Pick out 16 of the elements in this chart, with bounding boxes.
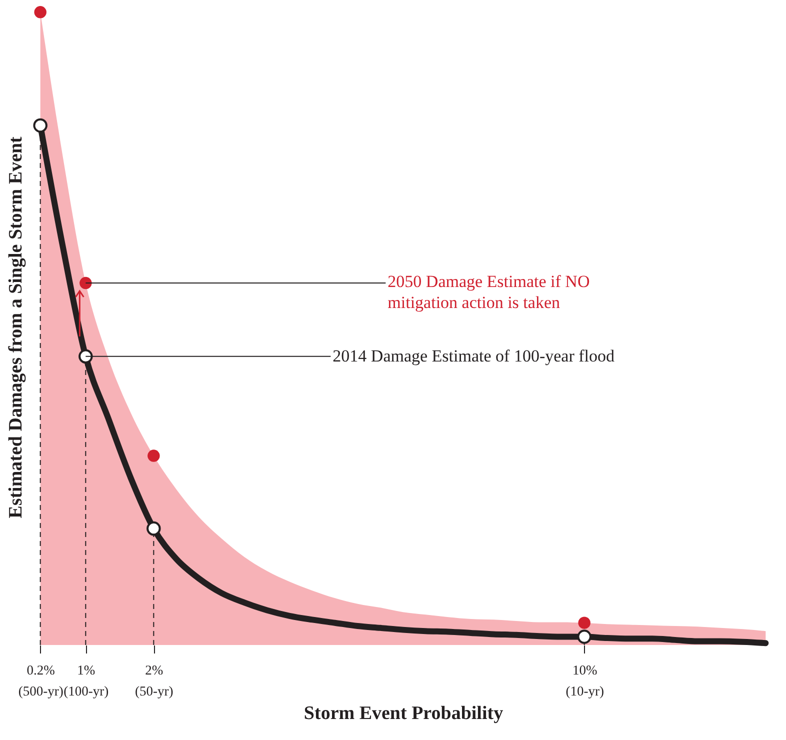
x-tick-label: 2% (50-yr) — [135, 662, 174, 698]
annotation: 2014 Damage Estimate of 100-year flood — [332, 346, 615, 366]
point — [578, 616, 590, 629]
point — [78, 349, 93, 364]
point — [146, 521, 161, 536]
x-tick-label: 1% (100-yr) — [64, 662, 109, 698]
x-tick-label: 0.2% (500-yr) — [18, 662, 64, 698]
point — [80, 276, 92, 290]
point — [148, 450, 160, 462]
x-tick-label: 10% (10-yr) — [566, 662, 604, 698]
point — [577, 630, 592, 644]
point — [33, 118, 48, 133]
point — [34, 6, 46, 18]
y-axis-title: Estimated Damages from a Single Storm Event — [6, 136, 26, 518]
annotation: 2050 Damage Estimate if NO mitigation action is taken — [388, 272, 590, 312]
x-axis-title: Storm Event Probability — [304, 703, 504, 724]
